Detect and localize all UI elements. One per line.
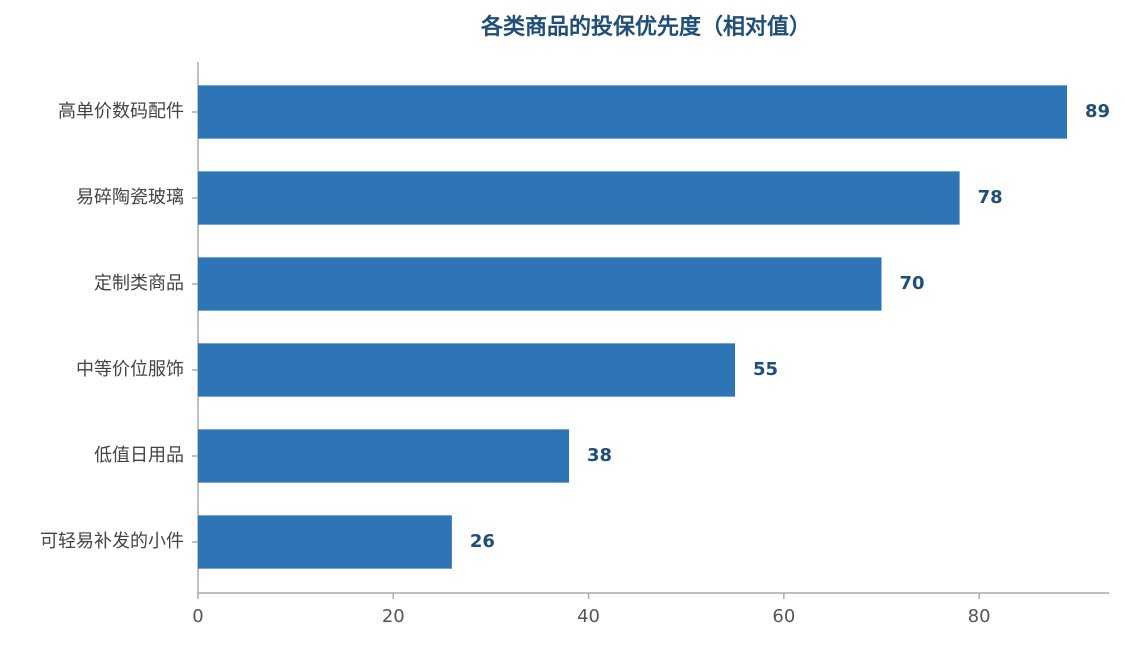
x-tick-label: 60 xyxy=(772,606,795,627)
y-tick-label: 定制类商品 xyxy=(94,273,184,294)
x-tick-label: 40 xyxy=(577,606,600,627)
x-tick-label: 80 xyxy=(968,606,991,627)
bar xyxy=(198,429,570,483)
bar xyxy=(198,515,452,569)
x-tick-label: 20 xyxy=(382,606,405,627)
bar xyxy=(198,343,736,397)
bar xyxy=(198,171,960,225)
y-tick-label: 高单价数码配件 xyxy=(58,101,184,122)
value-label: 89 xyxy=(1085,101,1110,122)
value-label: 78 xyxy=(978,187,1003,208)
bar xyxy=(198,257,882,311)
y-tick-label: 可轻易补发的小件 xyxy=(40,531,184,552)
chart-title: 各类商品的投保优先度（相对值） xyxy=(480,14,811,40)
bar xyxy=(198,85,1068,139)
y-tick-label: 中等价位服饰 xyxy=(76,359,184,380)
y-tick-label: 低值日用品 xyxy=(94,445,184,466)
value-label: 55 xyxy=(753,359,778,380)
value-label: 70 xyxy=(899,273,924,294)
value-label: 38 xyxy=(587,445,612,466)
x-tick-label: 0 xyxy=(192,606,203,627)
y-tick-label: 易碎陶瓷玻璃 xyxy=(76,187,184,208)
value-label: 26 xyxy=(470,531,495,552)
